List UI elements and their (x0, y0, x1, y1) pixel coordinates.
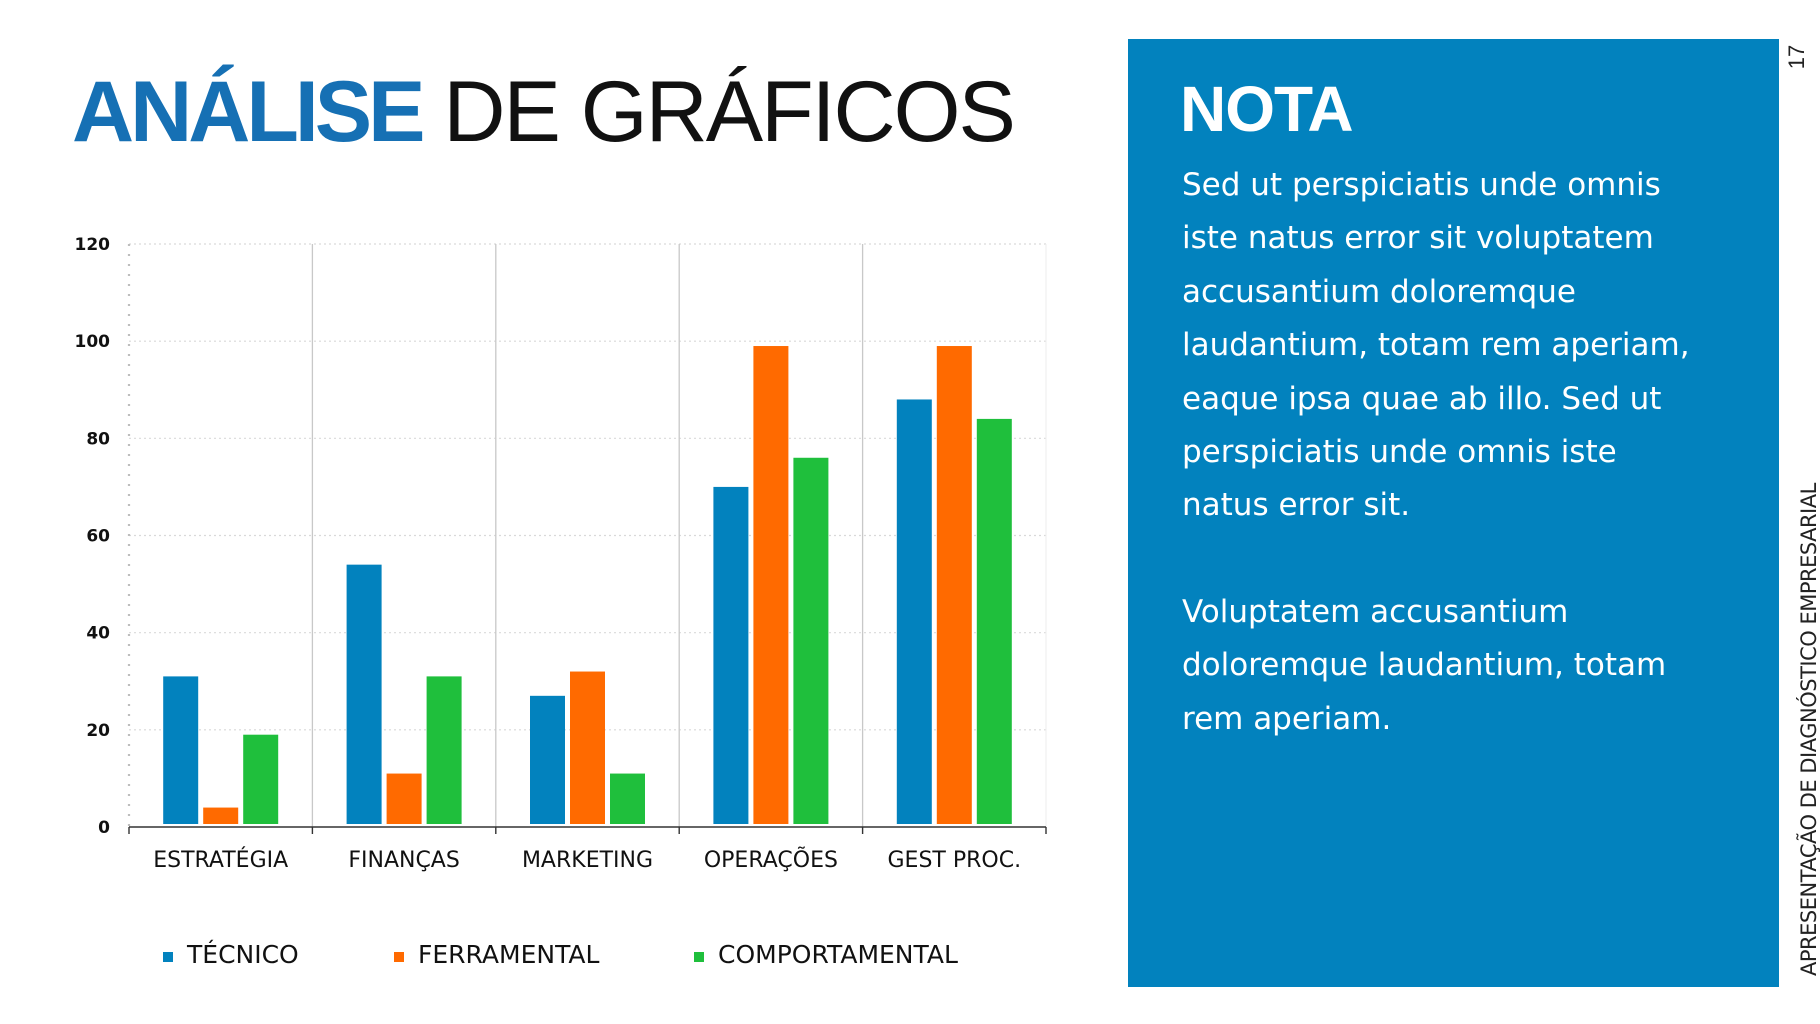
bar (386, 773, 422, 824)
y-tick-label: 80 (86, 429, 110, 449)
page-title-light: DE GRÁFICOS (443, 64, 1016, 160)
bar (610, 773, 645, 824)
bar (713, 486, 749, 824)
bar (203, 807, 239, 824)
bar (163, 676, 199, 824)
y-tick-label: 60 (86, 527, 110, 547)
legend-label: TÉCNICO (187, 940, 299, 969)
y-tick-label: 0 (98, 818, 110, 838)
legend-label: COMPORTAMENTAL (718, 940, 958, 969)
note-title: NOTA (1180, 73, 1354, 145)
bar (426, 676, 462, 824)
x-tick-label: GEST PROC. (888, 848, 1022, 873)
x-tick-label: FINANÇAS (348, 848, 459, 873)
bar (570, 671, 605, 824)
y-tick-label: 40 (86, 624, 110, 644)
presentation-title-vertical: APRESENTAÇÃO DE DIAGNÓSTICO EMPRESARIAL (1797, 483, 1820, 976)
vertical-gridlines (311, 244, 1047, 827)
y-tick-label: 100 (75, 332, 111, 352)
bar (753, 346, 789, 824)
page-number: 17 (1784, 44, 1809, 70)
legend-swatch-tecnico (163, 951, 173, 962)
bar (243, 734, 279, 824)
note-paragraph: Voluptatem accusantium doloremque laudan… (1182, 593, 1667, 737)
page-title: ANÁLISE DE GRÁFICOS (72, 62, 1016, 162)
page-title-strong: ANÁLISE (72, 64, 425, 160)
legend-item-comportamental: COMPORTAMENTAL (694, 940, 958, 969)
x-tick-label: OPERAÇÕES (704, 846, 838, 873)
x-tick-label: MARKETING (522, 848, 653, 873)
bar (793, 457, 829, 824)
bar-chart: 0 20 40 60 80 100 120 ESTRATÉGIA FINANÇAS MARKET… (75, 235, 1047, 873)
bar (896, 399, 932, 824)
bar (976, 418, 1012, 824)
note-paragraph: Sed ut perspiciatis unde omnis iste natu… (1182, 167, 1690, 524)
bar (346, 564, 382, 824)
note-panel: NOTA Sed ut perspiciatis unde omnis iste… (1128, 39, 1779, 987)
bar (530, 695, 565, 824)
y-tick-label: 20 (86, 721, 110, 741)
x-tick-labels: ESTRATÉGIA FINANÇAS MARKETING OPERAÇÕES GEST… (153, 846, 1021, 873)
legend-label: FERRAMENTAL (418, 940, 600, 969)
bar (936, 346, 972, 824)
y-tick-label: 120 (75, 235, 111, 255)
legend-swatch-ferramental (394, 951, 404, 962)
bars (163, 346, 1012, 824)
note-body: Sed ut perspiciatis unde omnis iste natu… (1182, 159, 1762, 746)
legend-item-tecnico: TÉCNICO (163, 940, 299, 969)
legend-item-ferramental: FERRAMENTAL (394, 940, 599, 969)
y-tick-labels: 0 20 40 60 80 100 120 (75, 235, 111, 838)
legend-swatch-comportamental (694, 951, 704, 962)
axes (127, 244, 1047, 834)
x-tick-label: ESTRATÉGIA (153, 847, 288, 873)
